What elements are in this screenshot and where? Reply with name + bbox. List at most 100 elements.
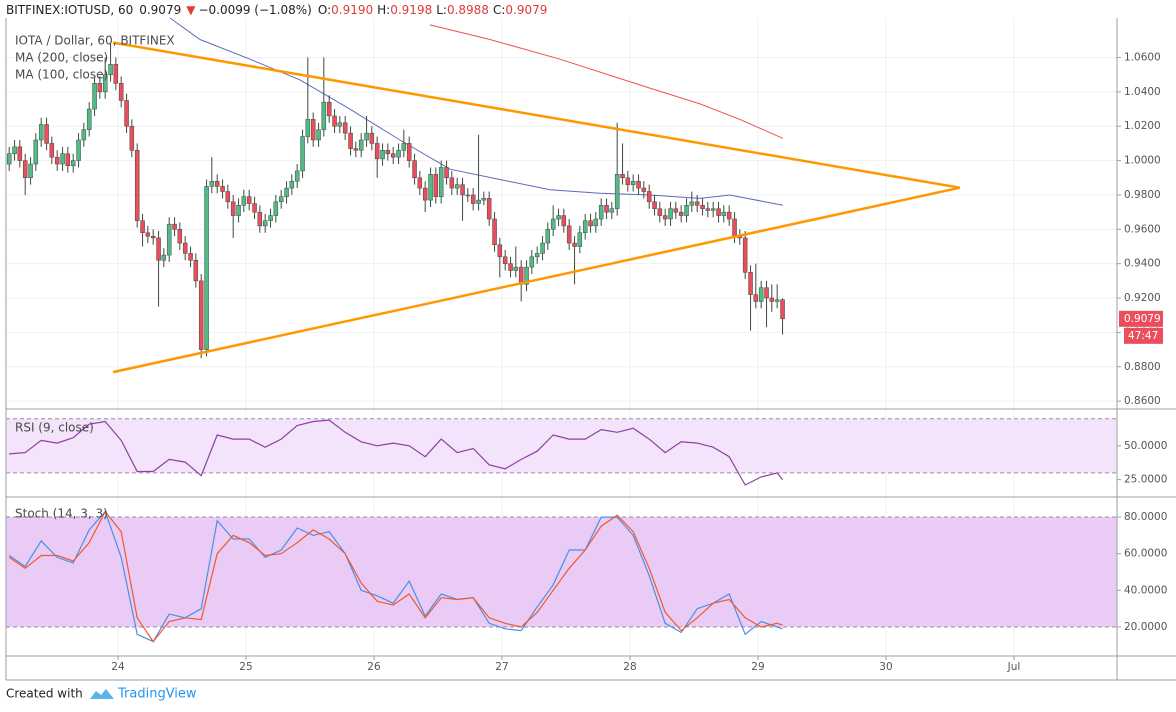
candle-body — [556, 215, 561, 220]
y-tick-label: 0.9200 — [1124, 292, 1161, 304]
candle-body — [161, 254, 167, 261]
candle-body — [326, 101, 332, 117]
candle-body — [38, 124, 44, 141]
candle-body — [582, 220, 588, 234]
y-tick-label: 1.0400 — [1124, 86, 1161, 98]
candle-body — [412, 160, 417, 179]
candle-body — [198, 280, 204, 350]
candle-body — [678, 211, 684, 216]
candle-body — [593, 218, 599, 227]
candle-body — [748, 272, 753, 295]
candle-body — [92, 83, 97, 110]
candle-body — [241, 196, 247, 206]
tradingview-logo[interactable] — [90, 689, 114, 699]
candle-body — [294, 170, 300, 182]
candle-body — [289, 180, 295, 189]
candle-body — [406, 143, 412, 161]
candle-body — [684, 205, 689, 216]
candle-body — [284, 187, 289, 197]
candle-body — [220, 186, 225, 192]
candle-body — [140, 220, 145, 234]
candle-body — [508, 263, 513, 271]
candle-body — [374, 143, 380, 160]
candle-body — [6, 153, 12, 165]
candle-body — [614, 174, 620, 209]
candle-body — [230, 201, 236, 216]
candle-body — [22, 160, 28, 179]
candle-body — [193, 259, 199, 282]
candle-body — [497, 244, 503, 258]
candle-body — [774, 299, 780, 302]
candle-body — [60, 153, 65, 165]
candle-body — [214, 180, 220, 187]
x-tick-label: 28 — [623, 661, 636, 673]
candle-body — [422, 187, 428, 201]
candle-body — [129, 125, 135, 151]
candle-body — [534, 253, 540, 258]
candle-body — [620, 174, 625, 179]
candle-body — [348, 132, 353, 149]
candle-body — [33, 139, 39, 165]
candle-body — [150, 235, 156, 239]
candle-body — [145, 232, 151, 237]
last-price-box — [1119, 310, 1163, 327]
candle-body — [540, 242, 545, 254]
candle-body — [134, 150, 140, 221]
x-tick-label: 29 — [751, 661, 764, 673]
band-fill — [6, 517, 1117, 627]
candle-body — [753, 294, 759, 302]
candle-body — [710, 208, 716, 211]
candle-body — [401, 143, 407, 151]
candle-body — [460, 184, 465, 196]
candle-body — [492, 218, 497, 246]
candle-body — [246, 196, 252, 204]
candle-body — [118, 83, 124, 101]
candle-body — [262, 220, 268, 227]
candle-body — [625, 177, 631, 185]
candle-body — [502, 256, 508, 264]
y-tick-label: 0.8800 — [1124, 361, 1161, 373]
ohlc-label: C: — [493, 3, 505, 17]
indicator-line — [9, 419, 783, 486]
y-tick-label: 0.9800 — [1124, 189, 1161, 201]
candle-body — [300, 136, 305, 172]
candle-body — [342, 122, 348, 134]
candle-body — [652, 201, 657, 209]
candle-body — [316, 129, 321, 141]
candle-body — [28, 163, 33, 179]
candle-body — [454, 184, 460, 189]
ohlc-label: O: — [318, 3, 331, 17]
y-tick-label: 0.9600 — [1124, 223, 1161, 235]
candle-body — [252, 203, 257, 213]
ohlc-value: 0.9198 — [390, 3, 432, 17]
candle-body — [449, 177, 455, 189]
last-price: 0.9079 — [139, 3, 181, 17]
y-tick-label: 0.9400 — [1124, 258, 1161, 270]
candle-body — [732, 218, 737, 237]
candle-body — [353, 148, 359, 151]
candle-body — [257, 211, 263, 227]
footer-brand[interactable]: TradingView — [117, 687, 197, 702]
candle-body — [76, 139, 81, 161]
candle-body — [172, 223, 177, 230]
candle-body — [166, 223, 172, 256]
candle-body — [364, 132, 369, 141]
y-tick-label: 60.0000 — [1124, 548, 1167, 560]
y-tick-label: 25.0000 — [1124, 474, 1167, 486]
candle-body — [577, 232, 583, 247]
candle-body — [268, 215, 273, 221]
candle-body — [657, 208, 663, 216]
candle-body — [54, 156, 60, 165]
trendline — [112, 41, 961, 189]
marks: 0.9079 47:47 — [6, 17, 1163, 643]
candle-body — [396, 150, 401, 158]
candle-body — [209, 180, 215, 187]
candle-body — [673, 208, 679, 213]
candle-body — [476, 199, 481, 204]
candle-body — [428, 174, 433, 201]
candle-body — [278, 196, 284, 203]
y-tick-label: 40.0000 — [1124, 584, 1167, 596]
legend-ma: MA (100, close) — [15, 68, 108, 82]
candle-body — [369, 132, 375, 144]
